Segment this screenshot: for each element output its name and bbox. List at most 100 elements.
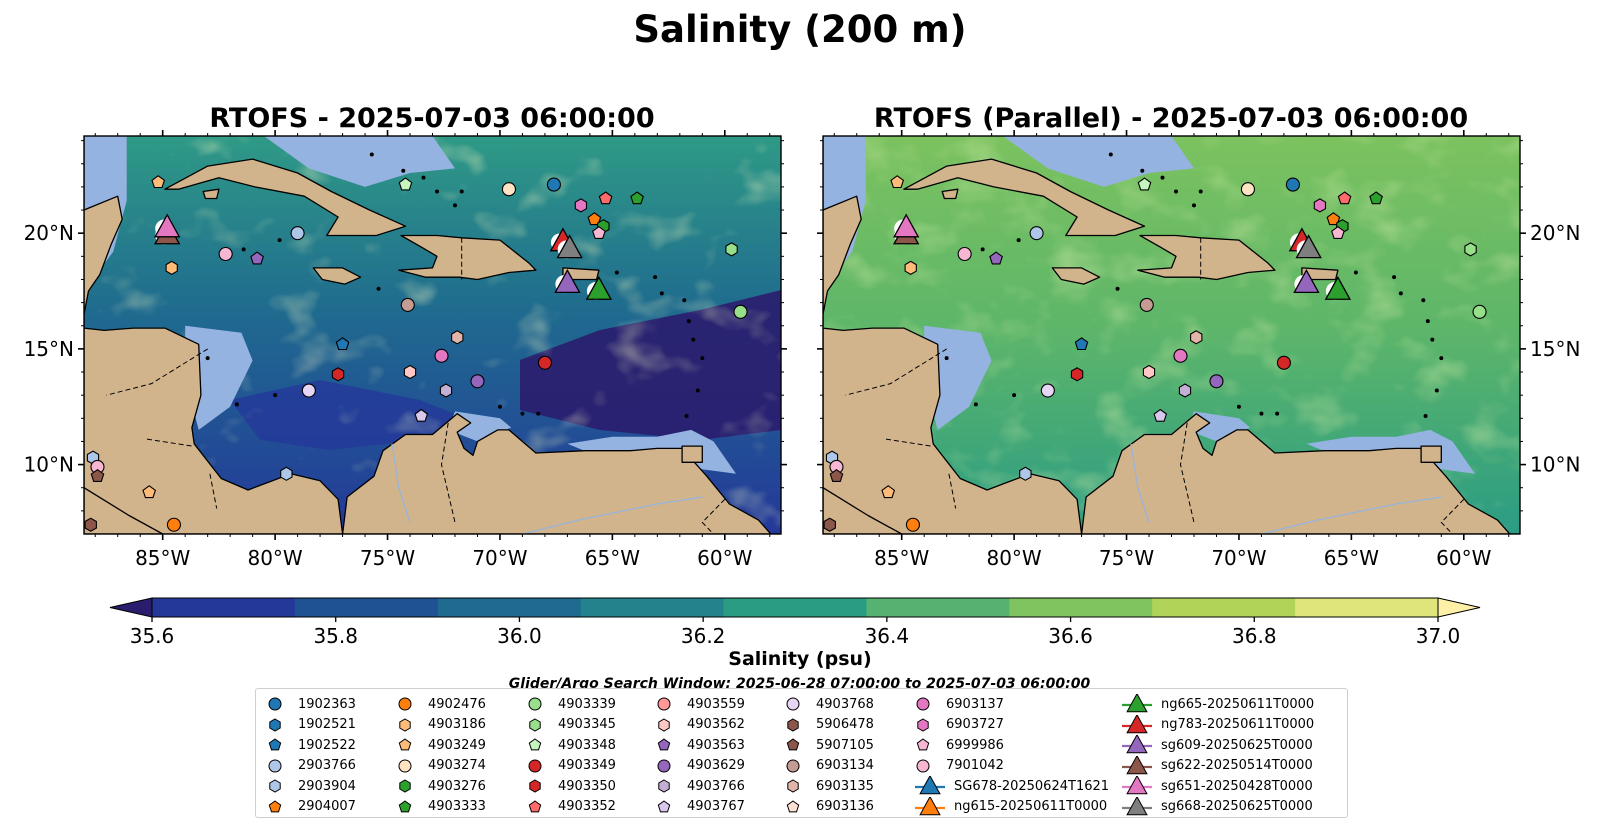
country-border bbox=[701, 498, 726, 534]
legend-entry: 4903345 bbox=[526, 715, 616, 735]
river bbox=[391, 443, 411, 523]
lon-tick-label: 60°W bbox=[697, 546, 752, 570]
legend-marker bbox=[398, 799, 412, 812]
country-border bbox=[948, 473, 957, 509]
float-marker bbox=[166, 517, 181, 532]
landmass-yucatan bbox=[823, 136, 862, 327]
legend-label: 4903276 bbox=[428, 778, 486, 794]
lon-tick-label: 60°W bbox=[1436, 546, 1491, 570]
small-island bbox=[536, 411, 541, 416]
legend-marker bbox=[268, 759, 282, 772]
small-island bbox=[434, 189, 439, 194]
legend-label: 5906478 bbox=[816, 717, 874, 732]
legend-entry: 5906478 bbox=[784, 715, 874, 735]
legend-label: 1902522 bbox=[298, 737, 356, 753]
legend-label: 4903766 bbox=[687, 778, 745, 794]
legend-label: 4903186 bbox=[428, 717, 486, 732]
legend-marker bbox=[268, 697, 282, 711]
legend-marker bbox=[528, 799, 542, 812]
float-marker bbox=[335, 337, 350, 351]
colorbar-swatch bbox=[294, 598, 439, 617]
float-marker bbox=[151, 175, 166, 189]
float-marker bbox=[1331, 226, 1345, 239]
float-marker bbox=[1313, 198, 1327, 213]
lat-tick-label: 20°N bbox=[1530, 221, 1580, 245]
legend-label: 4903350 bbox=[558, 778, 616, 794]
legend-marker bbox=[657, 759, 671, 772]
legend-label: 4903562 bbox=[687, 717, 745, 732]
small-island bbox=[1425, 319, 1430, 324]
legend-entry: sg668-20250625T0000 bbox=[1121, 796, 1313, 817]
small-island bbox=[1108, 152, 1113, 157]
legend-label: 6999986 bbox=[946, 737, 1004, 753]
legend-label: sg609-20250625T0000 bbox=[1161, 737, 1313, 753]
legend-label: 4903559 bbox=[687, 696, 745, 712]
marker-layer bbox=[823, 175, 1487, 532]
legend-entry: sg651-20250428T0000 bbox=[1121, 776, 1313, 796]
small-island bbox=[401, 168, 406, 173]
legend-label: 4903768 bbox=[816, 696, 874, 712]
colorbar-frame bbox=[151, 597, 1439, 618]
small-island bbox=[695, 388, 700, 393]
legend-marker bbox=[657, 697, 671, 711]
legend-label: 4903629 bbox=[687, 758, 745, 773]
legend-entry: 4903350 bbox=[526, 776, 616, 796]
float-marker bbox=[331, 367, 345, 382]
legend-label: 2903904 bbox=[298, 778, 356, 794]
landmass-southamerica bbox=[341, 413, 781, 534]
colorbar-extend-low bbox=[109, 597, 153, 618]
small-island bbox=[1439, 356, 1444, 361]
legend-marker bbox=[657, 738, 671, 751]
float-marker bbox=[1142, 364, 1156, 380]
colorbar-swatch bbox=[152, 598, 296, 617]
legend-label: 4903349 bbox=[558, 758, 616, 773]
legend-marker bbox=[528, 738, 542, 751]
colorbar-tick-label: 36.8 bbox=[1232, 624, 1277, 648]
legend-entry: 4903274 bbox=[396, 756, 486, 776]
float-marker bbox=[290, 226, 305, 241]
float-marker bbox=[501, 182, 516, 197]
legend-marker bbox=[916, 759, 930, 772]
shallow-shelf bbox=[185, 325, 253, 430]
float-marker bbox=[1369, 191, 1383, 205]
lon-tick-label: 75°W bbox=[1099, 546, 1154, 570]
legend-marker bbox=[268, 738, 282, 751]
country-border bbox=[1179, 422, 1195, 523]
colorbar-tick-label: 36.2 bbox=[681, 624, 726, 648]
legend-marker bbox=[786, 799, 800, 812]
small-island bbox=[659, 291, 664, 296]
small-island bbox=[1140, 168, 1145, 173]
legend-marker bbox=[786, 697, 800, 711]
legend-entry: 1902363 bbox=[266, 694, 356, 714]
legend-entry: 4903559 bbox=[655, 694, 745, 714]
legend-label: 4902476 bbox=[428, 696, 486, 712]
legend-marker bbox=[1122, 755, 1152, 774]
land-layer bbox=[823, 136, 1520, 534]
landmass-trinidad bbox=[681, 445, 703, 463]
legend-entry: 6903137 bbox=[914, 694, 1004, 714]
landmass-hispaniola bbox=[398, 234, 537, 281]
glider-marker bbox=[585, 275, 613, 300]
legend-marker bbox=[1122, 714, 1152, 733]
panel-title: RTOFS (Parallel) - 2025-07-03 06:00:00 bbox=[874, 103, 1468, 134]
legend-entry: 4903766 bbox=[655, 776, 745, 796]
small-island bbox=[205, 356, 210, 361]
float-marker bbox=[434, 348, 449, 363]
float-marker bbox=[250, 251, 264, 265]
small-island bbox=[241, 247, 246, 252]
small-island bbox=[682, 298, 687, 303]
colorbar-tick-label: 36.6 bbox=[1048, 624, 1093, 648]
float-marker bbox=[1472, 304, 1487, 319]
legend-entry: 4902476 bbox=[396, 694, 486, 714]
small-island bbox=[1430, 337, 1435, 342]
legend-entry: 6903136 bbox=[784, 797, 874, 817]
legend-marker bbox=[1122, 776, 1152, 795]
float-marker bbox=[574, 198, 588, 213]
float-marker bbox=[470, 374, 485, 389]
colorbar-tick-label: 37.0 bbox=[1416, 624, 1461, 648]
legend-label: 4903249 bbox=[428, 737, 486, 753]
small-island bbox=[1398, 291, 1403, 296]
legend-label: 2903766 bbox=[298, 758, 356, 773]
panel-rtofs: RTOFS - 2025-07-03 06:00:00 85°W 80°W 75°W… bbox=[24, 103, 787, 570]
small-island bbox=[1198, 189, 1203, 194]
